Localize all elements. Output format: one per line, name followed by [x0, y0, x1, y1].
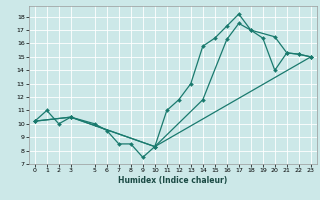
X-axis label: Humidex (Indice chaleur): Humidex (Indice chaleur)	[118, 176, 228, 185]
